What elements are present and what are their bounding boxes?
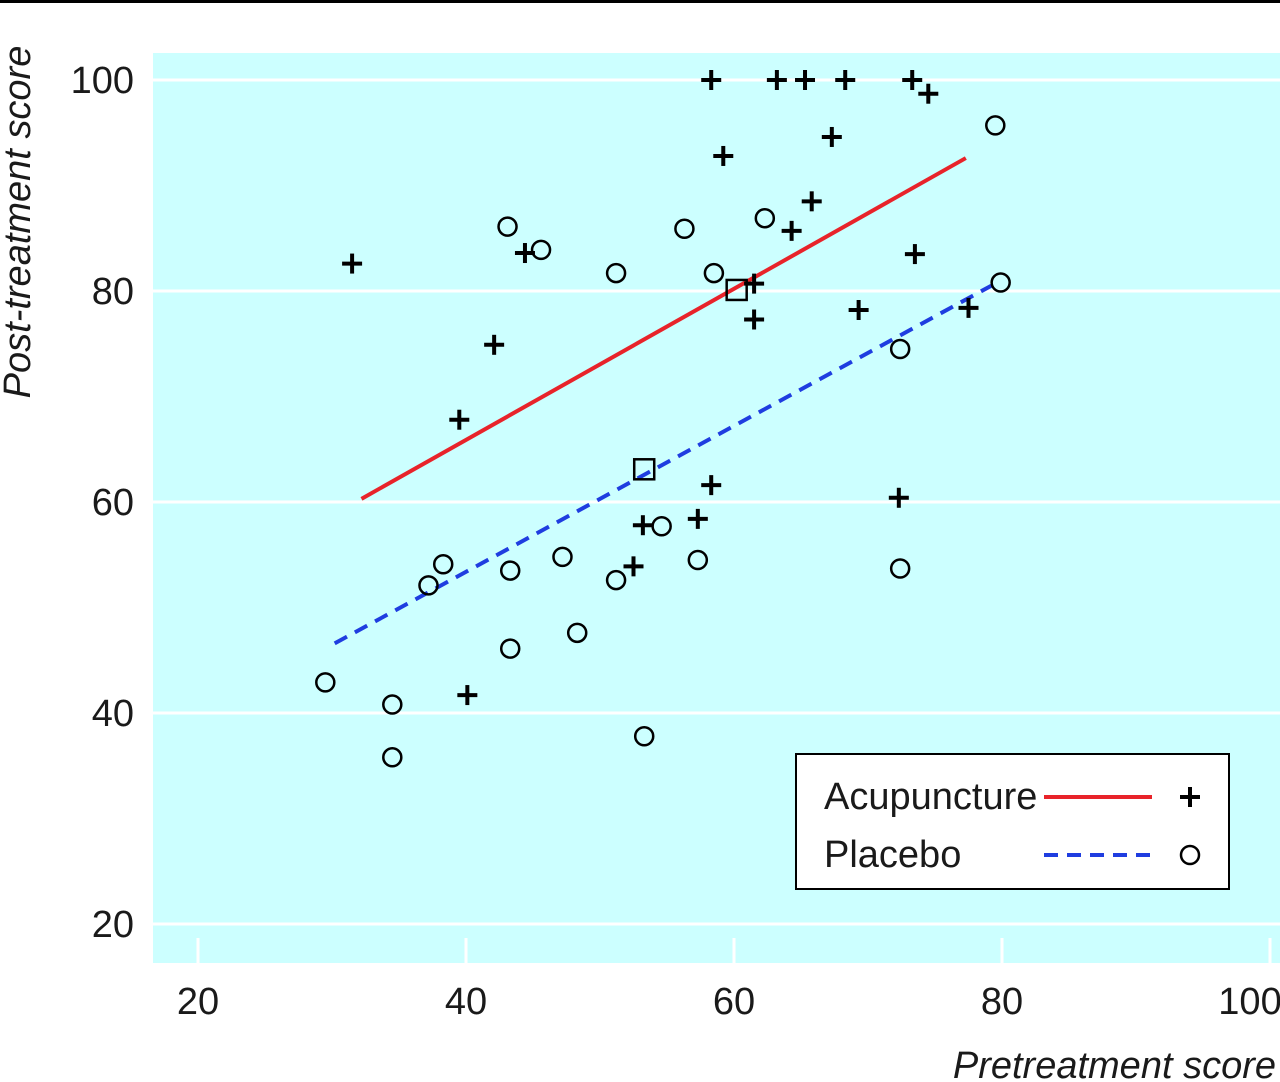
placebo-point-4	[418, 575, 439, 596]
placebo-point-9	[530, 239, 552, 261]
regression-line-acupuncture	[360, 156, 967, 501]
acupuncture-point-18	[821, 126, 842, 147]
acupuncture-point-4	[484, 334, 505, 355]
placebo-point-8	[499, 638, 521, 659]
legend-label-acupuncture: Acupuncture	[824, 776, 1037, 818]
acupuncture-point-14	[766, 70, 787, 90]
placebo-point-13	[605, 569, 627, 591]
placebo-point-12	[605, 262, 627, 284]
acupuncture-point-8	[687, 508, 708, 529]
x-tick-label-20: 20	[177, 981, 219, 1023]
placebo-point-15	[651, 516, 672, 537]
placebo-point-23	[990, 272, 1011, 293]
x-axis-ticks: 20 40 60 80 100	[177, 938, 1280, 1023]
x-tick-label-100: 100	[1218, 981, 1280, 1023]
mean-markers	[632, 278, 748, 481]
placebo-point-14	[633, 725, 655, 747]
legend-label-placebo: Placebo	[824, 834, 961, 876]
placebo-point-5	[432, 553, 454, 575]
placebo-mean-marker	[632, 458, 656, 481]
x-tick-label-60: 60	[713, 981, 755, 1023]
acupuncture-point-9	[701, 475, 722, 496]
placebo-point-7	[499, 560, 521, 581]
acupuncture-point-25	[958, 297, 979, 318]
placebo-point-20	[889, 338, 911, 360]
regression-lines	[333, 156, 993, 646]
y-tick-label-60: 60	[92, 482, 134, 524]
acupuncture-point-21	[888, 487, 909, 508]
x-tick-label-40: 40	[445, 981, 487, 1023]
acupuncture-point-19	[835, 70, 856, 90]
acupuncture-point-10	[701, 70, 722, 90]
y-tick-label-80: 80	[92, 271, 134, 313]
data-points	[315, 70, 1011, 768]
regression-line-placebo	[333, 283, 993, 646]
y-axis-label: Post-treatment score	[0, 46, 39, 399]
acupuncture-point-3	[457, 685, 478, 706]
placebo-point-19	[754, 207, 776, 229]
acupuncture-point-13	[744, 309, 765, 330]
y-tick-label-100: 100	[71, 60, 134, 102]
legend-box	[795, 753, 1230, 890]
placebo-point-16	[674, 218, 695, 240]
acupuncture-point-1	[342, 253, 363, 274]
placebo-point-11	[566, 622, 588, 644]
x-tick-label-80: 80	[981, 981, 1023, 1023]
acupuncture-point-7	[632, 515, 653, 536]
placebo-point-22	[985, 115, 1006, 136]
placebo-point-17	[687, 549, 709, 571]
acupuncture-point-15	[781, 220, 802, 241]
placebo-point-21	[889, 558, 911, 579]
acupuncture-point-11	[713, 145, 734, 166]
placebo-point-10	[552, 546, 573, 568]
placebo-point-6	[497, 216, 518, 237]
acupuncture-point-6	[623, 556, 644, 577]
y-tick-label-40: 40	[92, 693, 134, 735]
acupuncture-point-24	[918, 83, 939, 104]
acupuncture-point-2	[449, 409, 470, 430]
acupuncture-point-23	[904, 244, 925, 265]
placebo-point-1	[315, 672, 336, 693]
y-axis-ticks: 20 40 60 80 100	[71, 60, 134, 946]
legend: Acupuncture Placebo	[795, 753, 1230, 890]
acupuncture-point-16	[795, 70, 816, 90]
acupuncture-point-20	[848, 299, 869, 320]
placebo-point-18	[703, 262, 725, 284]
acupuncture-point-22	[902, 70, 923, 90]
legend-marker-acupuncture	[1180, 787, 1200, 807]
placebo-point-3	[382, 747, 403, 768]
acupuncture-mean-marker	[725, 278, 748, 302]
legend-marker-placebo	[1179, 844, 1201, 866]
x-axis-label: Pretreatment score	[953, 1045, 1276, 1082]
y-tick-label-20: 20	[92, 904, 134, 946]
acupuncture-point-17	[801, 191, 822, 212]
placebo-point-2	[382, 694, 403, 715]
